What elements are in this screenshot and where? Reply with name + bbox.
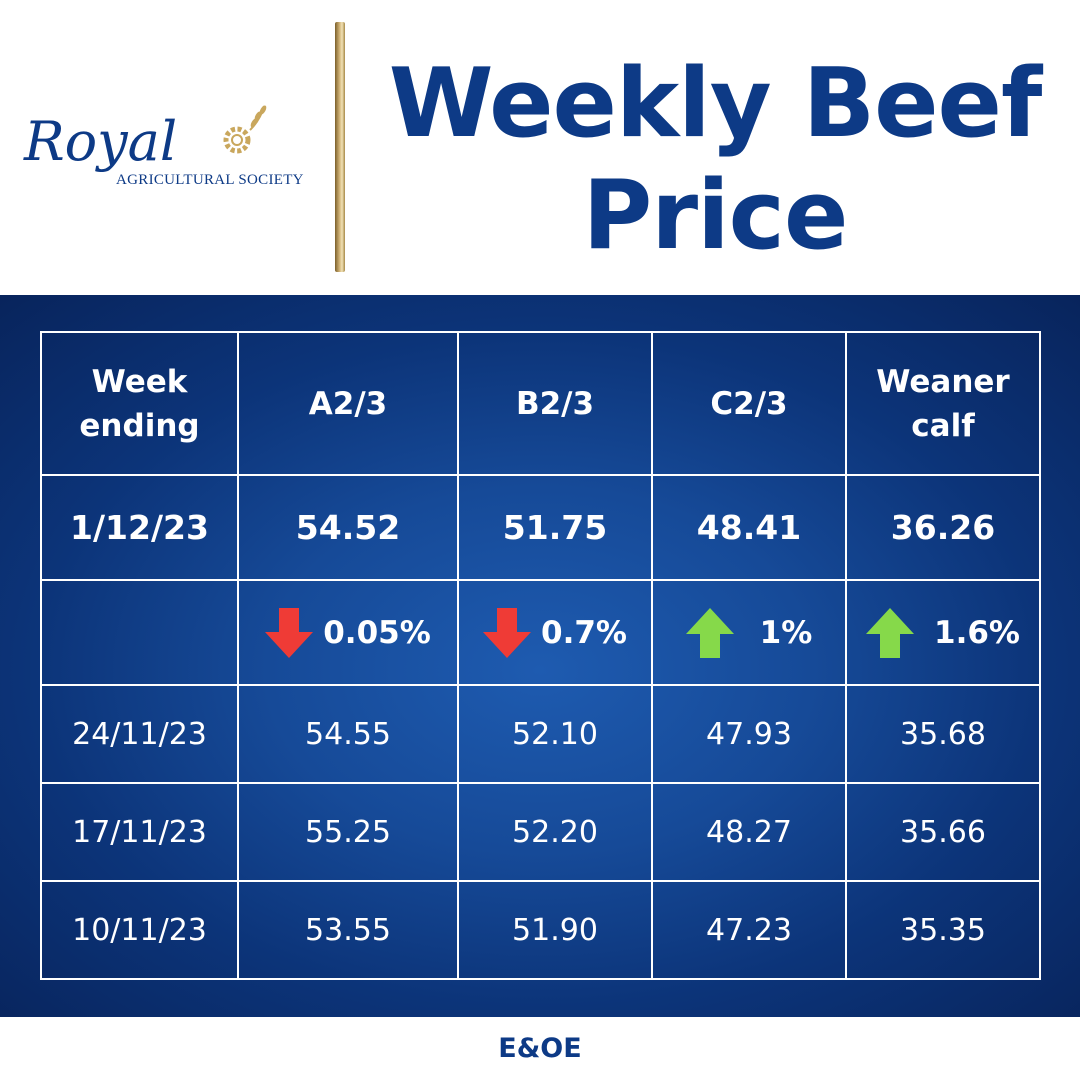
change-a23-value: 0.05% — [323, 614, 431, 651]
change-weaner-calf: 1.6% — [845, 579, 1041, 686]
arrow-up-icon — [685, 607, 734, 658]
arrow-down-icon — [483, 607, 531, 658]
header-b23: B2/3 — [457, 331, 653, 476]
table-row: 17/11/23 55.25 52.20 48.27 35.66 — [40, 782, 1041, 882]
history-week: 17/11/23 — [40, 782, 239, 882]
change-c23-value: 1% — [759, 614, 813, 651]
history-a23: 54.55 — [237, 684, 459, 784]
history-weaner-calf: 35.66 — [845, 782, 1041, 882]
history-week: 24/11/23 — [40, 684, 239, 784]
price-table: Week ending A2/3 B2/3 C2/3 Weaner calf 1… — [40, 331, 1041, 980]
header-c23: C2/3 — [651, 331, 847, 476]
header: Royal AGRICULTURAL SOCIETY Weekly Beef P… — [0, 0, 1080, 295]
change-weaner-calf-value: 1.6% — [934, 614, 1020, 651]
header-week-ending: Week ending — [40, 331, 239, 476]
change-a23: 0.05% — [237, 579, 459, 686]
header-weaner-calf: Weaner calf — [845, 331, 1041, 476]
arrow-down-icon — [265, 607, 314, 658]
latest-c23: 48.41 — [651, 474, 847, 581]
history-b23: 52.10 — [457, 684, 653, 784]
history-b23: 51.90 — [457, 880, 653, 980]
change-row: 0.05% 0.7% 1% 1.6% — [40, 579, 1041, 686]
gear-wheat-icon — [223, 105, 267, 154]
footer: E&OE — [0, 1017, 1080, 1080]
history-weaner-calf: 35.68 — [845, 684, 1041, 784]
latest-row: 1/12/23 54.52 51.75 48.41 36.26 — [40, 474, 1041, 581]
history-c23: 48.27 — [651, 782, 847, 882]
latest-a23: 54.52 — [237, 474, 459, 581]
price-panel: Week ending A2/3 B2/3 C2/3 Weaner calf 1… — [0, 295, 1080, 1017]
history-weaner-calf: 35.35 — [845, 880, 1041, 980]
gold-divider — [335, 22, 345, 272]
logo-wordmark: Royal — [23, 110, 177, 173]
latest-b23: 51.75 — [457, 474, 653, 581]
change-row-blank — [40, 579, 239, 686]
history-b23: 52.20 — [457, 782, 653, 882]
footer-disclaimer: E&OE — [498, 1033, 582, 1064]
change-b23: 0.7% — [457, 579, 653, 686]
royal-agricultural-society-logo: Royal AGRICULTURAL SOCIETY — [22, 100, 322, 210]
history-c23: 47.23 — [651, 880, 847, 980]
header-row: Week ending A2/3 B2/3 C2/3 Weaner calf — [40, 331, 1041, 476]
change-c23: 1% — [651, 579, 847, 686]
page-title: Weekly Beef Price — [355, 48, 1075, 272]
logo-subtitle: AGRICULTURAL SOCIETY — [116, 172, 304, 188]
title-line-2: Price — [582, 161, 849, 271]
history-a23: 53.55 — [237, 880, 459, 980]
header-a23: A2/3 — [237, 331, 459, 476]
history-c23: 47.93 — [651, 684, 847, 784]
latest-weaner-calf: 36.26 — [845, 474, 1041, 581]
table-row: 10/11/23 53.55 51.90 47.23 35.35 — [40, 880, 1041, 980]
title-line-1: Weekly Beef — [388, 49, 1043, 159]
latest-week: 1/12/23 — [40, 474, 239, 581]
table-row: 24/11/23 54.55 52.10 47.93 35.68 — [40, 684, 1041, 784]
history-week: 10/11/23 — [40, 880, 239, 980]
change-b23-value: 0.7% — [541, 614, 627, 651]
arrow-up-icon — [866, 607, 914, 658]
history-a23: 55.25 — [237, 782, 459, 882]
